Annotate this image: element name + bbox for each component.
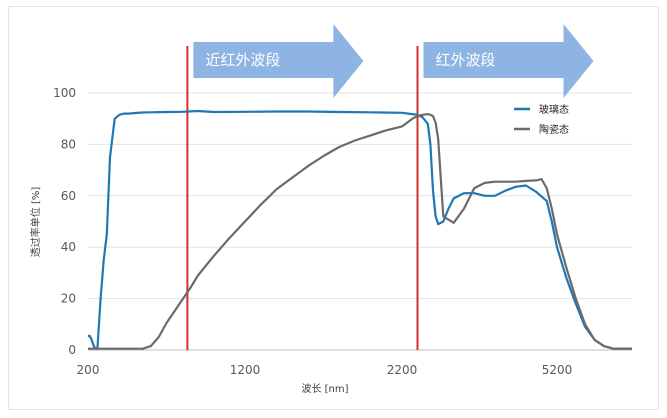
x-tick-label: 2200: [387, 363, 418, 377]
y-tick-label: 20: [61, 292, 76, 306]
x-axis-label: 波长 [nm]: [301, 382, 348, 395]
x-tick-label: 200: [77, 363, 100, 377]
y-tick-label: 40: [61, 240, 76, 254]
band-arrow: [423, 24, 594, 98]
y-tick-label: 100: [53, 86, 76, 100]
y-tick-label: 80: [61, 137, 76, 151]
y-tick-labels: 0 20 40 60 80 100: [53, 86, 76, 357]
wavelength-markers: [186, 46, 419, 350]
series-line: [88, 109, 632, 350]
legend-label: 玻璃态: [539, 103, 569, 116]
grid-lines: [88, 92, 632, 351]
band-label: 红外波段: [436, 51, 496, 69]
series-lines: [88, 109, 632, 350]
x-tick-label: 5200: [542, 363, 573, 377]
series-line: [88, 113, 632, 350]
band-label: 近红外波段: [205, 51, 280, 69]
y-tick-label: 60: [61, 189, 76, 203]
x-tick-label: 1200: [230, 363, 261, 377]
y-tick-label: 0: [68, 343, 76, 357]
y-axis-label: 透过率单位 [%]: [29, 187, 42, 258]
band-arrows: 近红外波段 红外波段: [193, 24, 594, 98]
legend-label: 陶瓷态: [539, 123, 569, 136]
band-arrow: [193, 24, 364, 98]
x-tick-labels: 200 1200 2200 5200: [77, 363, 573, 377]
